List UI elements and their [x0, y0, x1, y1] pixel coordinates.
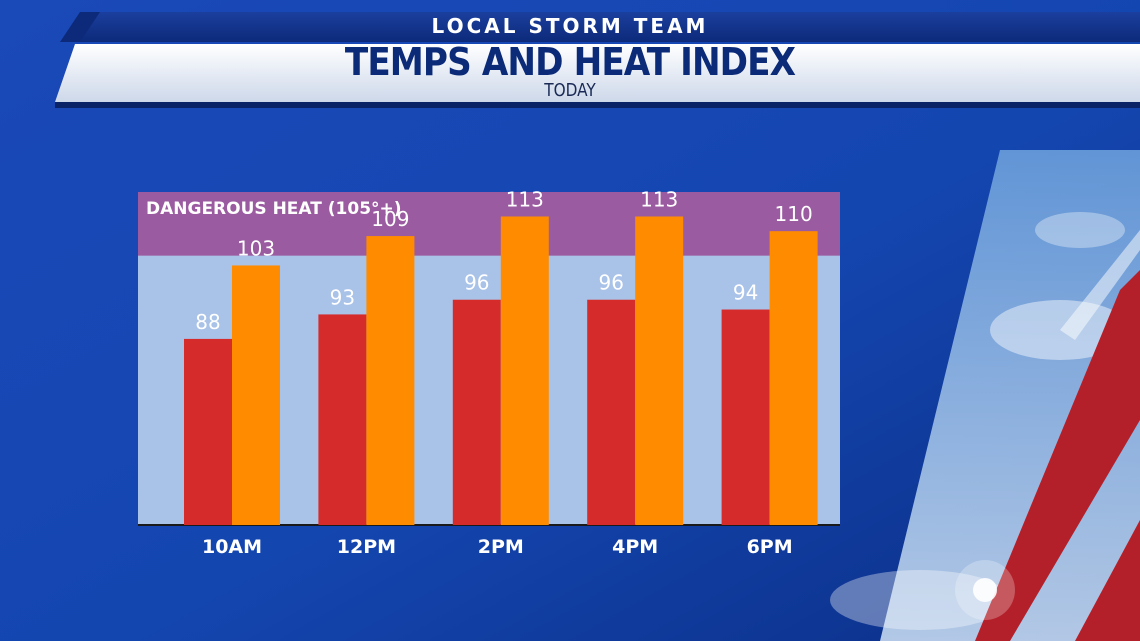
- heat-index-bar-6pm: [769, 231, 818, 526]
- temperature-bar-6pm: [721, 309, 770, 525]
- page-subtitle: TODAY: [544, 80, 596, 101]
- temperature-bar-10am: [184, 338, 232, 525]
- x-tick-label-10am: 10AM: [202, 536, 262, 558]
- x-tick-label-4pm: 4PM: [612, 536, 658, 558]
- temperature-label-2pm: 96: [464, 271, 489, 295]
- x-tick-label-6pm: 6PM: [747, 536, 793, 558]
- x-tick-label-2pm: 2PM: [478, 536, 524, 558]
- station-kicker: LOCAL STORM TEAM: [431, 14, 709, 38]
- temperature-bar-4pm: [587, 299, 636, 525]
- temperature-label-12pm: 93: [330, 285, 355, 309]
- heat-index-label-2pm: 113: [506, 187, 544, 211]
- danger-zone-band: [138, 192, 840, 256]
- x-tick-label-12pm: 12PM: [337, 536, 396, 558]
- heat-index-bar-12pm: [366, 236, 415, 525]
- heat-index-bar-4pm: [635, 216, 684, 525]
- danger-zone-label: DANGEROUS HEAT (105°+): [146, 199, 402, 219]
- temperature-label-6pm: 94: [733, 281, 758, 305]
- temperature-bar-2pm: [452, 299, 501, 525]
- temperature-label-4pm: 96: [598, 271, 623, 295]
- temperature-label-10am: 88: [195, 310, 220, 334]
- heat-index-bar-2pm: [500, 216, 549, 525]
- page-title: TEMPS AND HEAT INDEX: [344, 40, 796, 84]
- heat-index-label-4pm: 113: [640, 187, 678, 211]
- heat-index-label-12pm: 109: [371, 207, 409, 231]
- heat-index-bar-10am: [232, 265, 280, 525]
- temperature-bar-12pm: [318, 314, 367, 525]
- heat-index-label-6pm: 110: [775, 202, 813, 226]
- heat-index-label-10am: 103: [237, 236, 275, 260]
